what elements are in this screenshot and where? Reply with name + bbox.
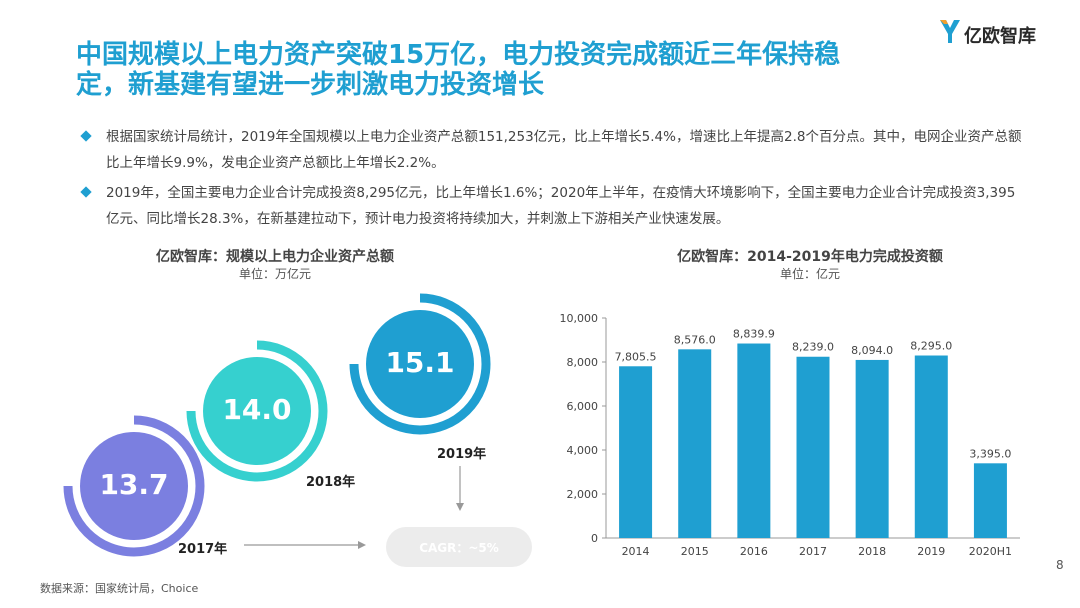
bar-value-label: 8,239.0 [792, 341, 834, 354]
year-label-2018: 2018年 [306, 475, 356, 490]
year-label-2019: 2019年 [437, 447, 487, 462]
bar [737, 343, 771, 538]
y-tick-label: 0 [591, 532, 598, 545]
ring-2017-arc [63, 415, 205, 557]
bar [619, 366, 653, 538]
x-tick-label: 2014 [622, 545, 650, 558]
ring-value-2017: 13.7 [99, 468, 169, 501]
ring-2018-core [203, 357, 311, 465]
cagr-badge: CAGR：~5% [386, 527, 532, 567]
ring-2017-core [80, 432, 188, 540]
bar [796, 356, 830, 538]
bar-value-label: 3,395.0 [969, 447, 1011, 460]
x-tick-label: 2017 [799, 545, 827, 558]
left-chart-unit: 单位：万亿元 [238, 267, 311, 281]
y-tick-label: 4,000 [567, 444, 599, 457]
x-tick-label: 2016 [740, 545, 768, 558]
bullet-item: 2019年，全国主要电力企业合计完成投资8,295亿元，比上年增长1.6%；20… [78, 180, 1028, 232]
bar [914, 355, 948, 538]
bar-value-label: 8,295.0 [910, 340, 952, 353]
y-tick-label: 8,000 [567, 356, 599, 369]
left-chart-title: 亿欧智库：规模以上电力企业资产总额 [156, 249, 394, 265]
bullet-item: 根据国家统计局统计，2019年全国规模以上电力企业资产总额151,253亿元，比… [78, 124, 1028, 176]
ring-value-2019: 15.1 [385, 346, 455, 379]
page-title: 中国规模以上电力资产突破15万亿，电力投资完成额近三年保持稳定，新基建有望进一步… [76, 40, 841, 100]
bar-value-label: 8,576.0 [674, 333, 716, 346]
bar [678, 349, 712, 538]
logo-text: 亿欧智库 [964, 26, 1036, 47]
investment-bar-chart: 0 2,000 4,000 6,000 8,000 10,000 7,805.5 2014 8,… [560, 312, 1020, 558]
bar-chart-title: 亿欧智库：2014-2019年电力完成投资额 [677, 249, 943, 265]
bar-value-label: 8,839.9 [733, 328, 775, 341]
bar-value-label: 7,805.5 [615, 350, 657, 363]
ring-2019-core [366, 310, 474, 418]
x-tick-label: 2020H1 [969, 545, 1012, 558]
y-tick-label: 10,000 [560, 312, 599, 325]
bullet-text: 根据国家统计局统计，2019年全国规模以上电力企业资产总额151,253亿元，比… [106, 129, 1022, 171]
ring-2019-arc [349, 293, 491, 435]
bar-chart-unit: 单位：亿元 [779, 267, 840, 281]
bullet-list: 根据国家统计局统计，2019年全国规模以上电力企业资产总额151,253亿元，比… [78, 124, 1028, 236]
logo-mark-icon [940, 20, 960, 43]
y-tick-label: 2,000 [567, 488, 599, 501]
page-number: 8 [1056, 558, 1064, 572]
bar-value-label: 8,094.0 [851, 344, 893, 357]
arrow-down-icon [456, 503, 464, 511]
bar [973, 463, 1007, 538]
data-source: 数据来源：国家统计局，Choice [40, 582, 199, 595]
bullet-text: 2019年，全国主要电力企业合计完成投资8,295亿元，比上年增长1.6%；20… [106, 185, 1016, 227]
arrow-right-icon [358, 541, 366, 549]
x-tick-label: 2018 [858, 545, 886, 558]
logo [940, 20, 960, 43]
ring-value-2018: 14.0 [222, 393, 292, 426]
y-tick-label: 6,000 [567, 400, 599, 413]
year-label-2017: 2017年 [178, 542, 228, 557]
bar [855, 359, 889, 538]
x-tick-label: 2019 [917, 545, 945, 558]
ring-2018-arc [186, 340, 328, 482]
x-tick-label: 2015 [681, 545, 709, 558]
